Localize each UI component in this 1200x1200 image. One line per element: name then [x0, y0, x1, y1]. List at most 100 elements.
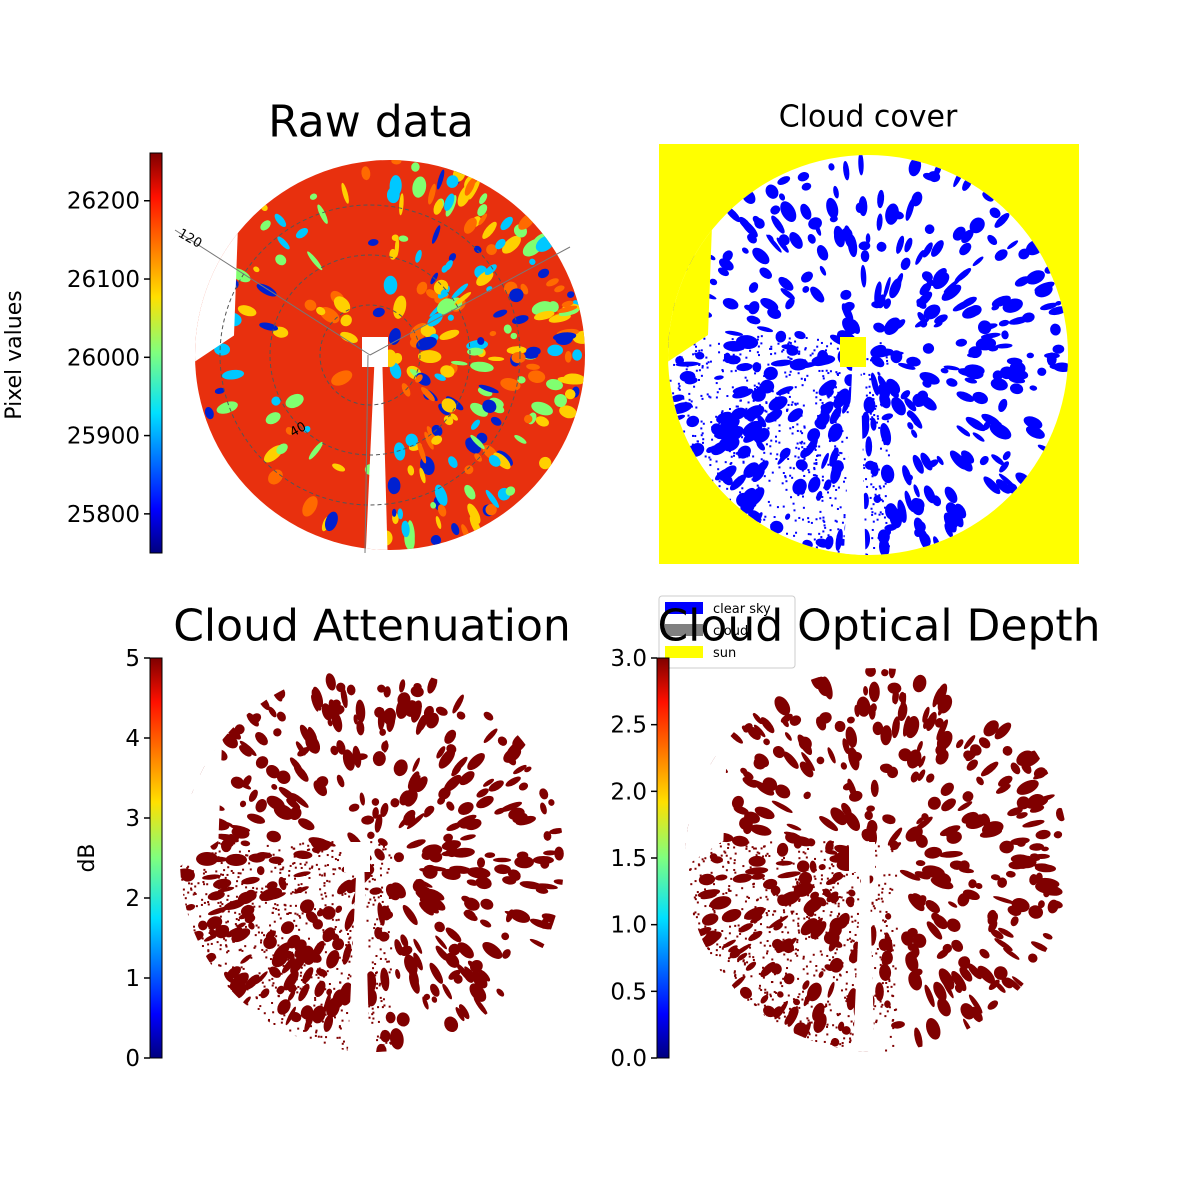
cloud-blob — [1050, 323, 1061, 336]
speckle — [305, 986, 308, 989]
speckle — [868, 373, 871, 376]
cloud-blob — [510, 332, 518, 340]
speckle — [368, 1016, 371, 1019]
speckle — [286, 928, 289, 931]
speckle — [701, 441, 704, 444]
speckle — [321, 850, 324, 853]
speckle — [884, 932, 887, 935]
speckle — [368, 976, 371, 979]
speckle — [766, 914, 769, 917]
speckle — [207, 1041, 210, 1044]
speckle — [728, 885, 731, 888]
cloud-blob — [1048, 306, 1068, 316]
speckle — [891, 949, 894, 952]
speckle — [766, 926, 769, 929]
speckle — [722, 1040, 725, 1043]
cloud-blob — [1030, 853, 1039, 858]
speckle — [778, 920, 781, 923]
cloud-blob — [361, 166, 371, 181]
cloud-blob — [729, 474, 747, 491]
cloud-blob — [248, 922, 255, 930]
speckle — [834, 420, 837, 423]
speckle — [702, 422, 705, 425]
polar-axis — [369, 246, 571, 356]
speckle — [219, 948, 222, 951]
speckle — [349, 975, 352, 978]
speckle — [251, 978, 254, 981]
cloud-blob — [448, 969, 461, 980]
speckle — [807, 889, 810, 892]
speckle — [734, 852, 737, 855]
speckle — [773, 516, 776, 519]
speckle — [208, 926, 211, 929]
cloud-blob — [991, 295, 1011, 308]
speckle — [695, 945, 698, 948]
speckle — [735, 1009, 738, 1012]
speckle — [303, 1029, 306, 1032]
speckle — [765, 912, 768, 915]
speckle — [382, 1044, 385, 1047]
speckle — [735, 948, 738, 951]
cloud-blob — [993, 966, 1008, 980]
speckle — [282, 878, 285, 881]
speckle — [875, 1019, 878, 1022]
speckle — [780, 916, 783, 919]
speckle — [708, 1039, 711, 1042]
speckle — [747, 841, 750, 844]
speckle — [733, 454, 736, 457]
speckle — [339, 886, 342, 889]
cloud-blob — [860, 250, 870, 263]
cloud-blob — [325, 511, 338, 532]
speckle — [807, 847, 810, 850]
speckle — [776, 453, 779, 456]
speckle — [753, 921, 756, 924]
speckle — [725, 869, 728, 872]
speckle — [317, 851, 320, 854]
speckle — [719, 969, 722, 972]
speckle — [688, 392, 691, 395]
speckle — [809, 533, 812, 536]
cloud-blob — [459, 771, 475, 786]
speckle — [739, 353, 742, 356]
cloud-blob — [866, 823, 878, 846]
speckle — [708, 456, 711, 459]
speckle — [744, 900, 747, 903]
speckle — [872, 520, 875, 523]
speckle — [705, 890, 708, 893]
speckle — [736, 954, 739, 957]
speckle — [743, 962, 746, 965]
speckle — [787, 360, 790, 363]
speckle — [686, 1029, 689, 1032]
speckle — [199, 996, 202, 999]
cloud-blob — [543, 850, 557, 856]
speckle — [729, 498, 732, 501]
speckle — [303, 964, 306, 967]
cloud-blob — [780, 288, 795, 300]
speckle — [215, 975, 218, 978]
cloud-blob — [759, 267, 772, 279]
cloud-blob — [484, 852, 496, 858]
speckle — [338, 867, 341, 870]
speckle — [237, 1026, 240, 1029]
speckle — [700, 876, 703, 879]
speckle — [836, 431, 839, 434]
cloud-blob — [886, 528, 892, 535]
cloud-blob — [241, 876, 260, 885]
speckle — [815, 462, 818, 465]
speckle — [819, 517, 822, 520]
speckle — [195, 905, 198, 908]
speckle — [758, 404, 761, 407]
speckle — [323, 882, 326, 885]
cloud-blob — [946, 378, 958, 387]
speckle — [232, 871, 235, 874]
speckle — [856, 925, 859, 928]
speckle — [279, 1031, 282, 1034]
cloud-blob — [207, 906, 228, 916]
cloud-blob — [887, 379, 898, 391]
speckle — [702, 860, 705, 863]
speckle — [891, 888, 894, 891]
speckle — [694, 911, 697, 914]
speckle — [784, 371, 787, 374]
speckle — [795, 891, 798, 894]
speckle — [749, 349, 752, 352]
